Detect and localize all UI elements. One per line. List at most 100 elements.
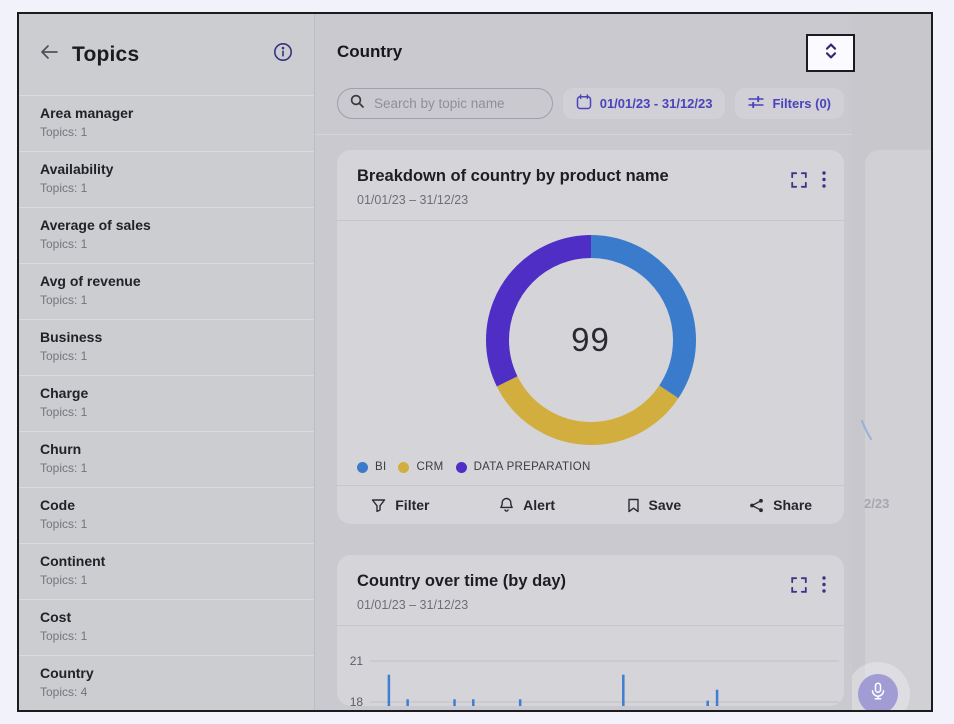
topic-count: Topics: 1 [40, 573, 314, 587]
kebab-menu-icon [822, 576, 826, 598]
info-button[interactable] [273, 42, 293, 67]
filter-action-button[interactable]: Filter [337, 486, 464, 524]
topic-count: Topics: 1 [40, 125, 314, 139]
back-button[interactable] [40, 44, 59, 65]
page-title: Country [315, 14, 852, 62]
toolbar: 01/01/23 - 31/12/23 Filters (0) [337, 88, 844, 119]
cards-scroll-area: Breakdown of country by product name 01/… [315, 135, 852, 706]
bookmark-icon [627, 498, 640, 513]
search-input[interactable] [372, 95, 540, 112]
voice-assistant-button[interactable] [858, 674, 898, 710]
filters-label: Filters (0) [772, 96, 831, 111]
topic-name: Availability [40, 161, 314, 178]
sidebar-item-continent[interactable]: ContinentTopics: 1 [19, 543, 314, 599]
topic-count: Topics: 1 [40, 461, 314, 475]
topic-name: Business [40, 329, 314, 346]
card-action-bar: Filter Alert Save Share [337, 485, 844, 524]
funnel-icon [371, 498, 386, 513]
legend-dot [456, 462, 467, 473]
topic-name: Country [40, 665, 314, 682]
action-label: Save [649, 497, 682, 513]
topic-name: Area manager [40, 105, 314, 122]
save-action-button[interactable]: Save [591, 486, 718, 524]
sidebar-item-code[interactable]: Code Topics: 1 [19, 487, 314, 543]
sidebar-item-charge[interactable]: Charge Topics: 1 [19, 375, 314, 431]
donut-total-value: 99 [571, 321, 610, 359]
action-label: Filter [395, 497, 429, 513]
topics-sidebar: Topics Area managerTopics: 1Availability… [19, 14, 315, 710]
time-series-chart: 21 18 [337, 634, 844, 706]
card-country-over-time: Country over time (by day) 01/01/23 – 31… [337, 555, 844, 706]
topic-name: Charge [40, 385, 314, 402]
card1-title: Breakdown of country by product name [357, 167, 824, 186]
ghost-chart-line [860, 418, 878, 447]
topic-name: Avg of revenue [40, 273, 314, 290]
sidebar-item-area-manager[interactable]: Area manager Topics: 1 [19, 95, 314, 151]
sidebar-item-cost[interactable]: Cost Topics: 1 [19, 599, 314, 655]
topic-count: Topics: 1 [40, 517, 314, 531]
sidebar-item-churn[interactable]: Churn Topics: 1 [19, 431, 314, 487]
share-action-button[interactable]: Share [717, 486, 844, 524]
topic-count: Topics: 1 [40, 629, 314, 643]
fullscreen-icon [791, 172, 807, 193]
topic-count: Topics: 1 [40, 349, 314, 363]
card-breakdown-by-product: Breakdown of country by product name 01/… [337, 150, 844, 524]
up-down-chevrons-icon [824, 42, 838, 65]
topic-count: Topics: 4 [40, 685, 314, 699]
date-range-label: 01/01/23 - 31/12/23 [600, 96, 713, 111]
topic-count: Topics: 1 [40, 181, 314, 195]
sidebar-item-average-of-sales[interactable]: Average of salesTopics: 1 [19, 207, 314, 263]
card2-date-range: 01/01/23 – 31/12/23 [357, 598, 824, 612]
date-range-button[interactable]: 01/01/23 - 31/12/23 [563, 88, 726, 119]
search-icon [350, 94, 364, 113]
calendar-icon [576, 94, 592, 113]
toolbar-buttons: 01/01/23 - 31/12/23 Filters (0) [563, 88, 844, 119]
ghost-date-text: 2/23 [864, 496, 889, 511]
microphone-icon [870, 682, 886, 706]
sidebar-item-availability[interactable]: Availability Topics: 1 [19, 151, 314, 207]
legend-label: DATA PREPARATION [474, 461, 591, 473]
sidebar-header: Topics [19, 14, 314, 95]
topic-count: Topics: 1 [40, 293, 314, 307]
sidebar-item-business[interactable]: Business Topics: 1 [19, 319, 314, 375]
legend-dot [398, 462, 409, 473]
expand-button[interactable] [791, 172, 807, 193]
legend-item-bi[interactable]: BI [357, 461, 386, 473]
topic-count: Topics: 1 [40, 405, 314, 419]
card2-title: Country over time (by day) [357, 572, 824, 591]
legend-item-data-preparation[interactable]: DATA PREPARATION [456, 461, 591, 473]
sidebar-item-avg-of-revenue[interactable]: Avg of revenue Topics: 1 [19, 263, 314, 319]
topic-name: Average of sales [40, 217, 314, 234]
topic-name: Cost [40, 609, 314, 626]
collapse-expand-button[interactable] [806, 34, 855, 72]
info-icon [273, 42, 293, 67]
fullscreen-icon [791, 577, 807, 598]
topic-name: Code [40, 497, 314, 514]
filters-sliders-icon [748, 95, 764, 112]
legend-dot [357, 462, 368, 473]
card1-date-range: 01/01/23 – 31/12/23 [357, 193, 824, 207]
y-axis-tick-label: 18 [350, 695, 364, 706]
topics-list: Area manager Topics: 1 Availability Topics:… [19, 95, 314, 710]
y-axis-tick-label: 21 [350, 654, 364, 668]
kebab-menu-icon [822, 171, 826, 193]
topic-name: Churn [40, 441, 314, 458]
action-label: Share [773, 497, 812, 513]
chart-legend: BI CRM DATA PREPARATION [337, 459, 844, 485]
legend-label: CRM [416, 461, 443, 473]
bell-icon [499, 497, 514, 513]
filters-button[interactable]: Filters (0) [735, 88, 844, 119]
search-box[interactable] [337, 88, 553, 119]
share-icon [749, 498, 764, 513]
expand-button[interactable] [791, 577, 807, 598]
alert-action-button[interactable]: Alert [464, 486, 591, 524]
card2-menu-button[interactable] [822, 576, 826, 598]
sidebar-title: Topics [72, 43, 139, 67]
topic-detail-panel: Country 01/01/23 - 31/12/23 [315, 14, 852, 710]
card1-menu-button[interactable] [822, 171, 826, 193]
donut-chart: 99 [337, 221, 844, 459]
sidebar-item-country[interactable]: Country Topics: 4 [19, 655, 314, 710]
action-label: Alert [523, 497, 555, 513]
legend-label: BI [375, 461, 386, 473]
legend-item-crm[interactable]: CRM [398, 461, 443, 473]
